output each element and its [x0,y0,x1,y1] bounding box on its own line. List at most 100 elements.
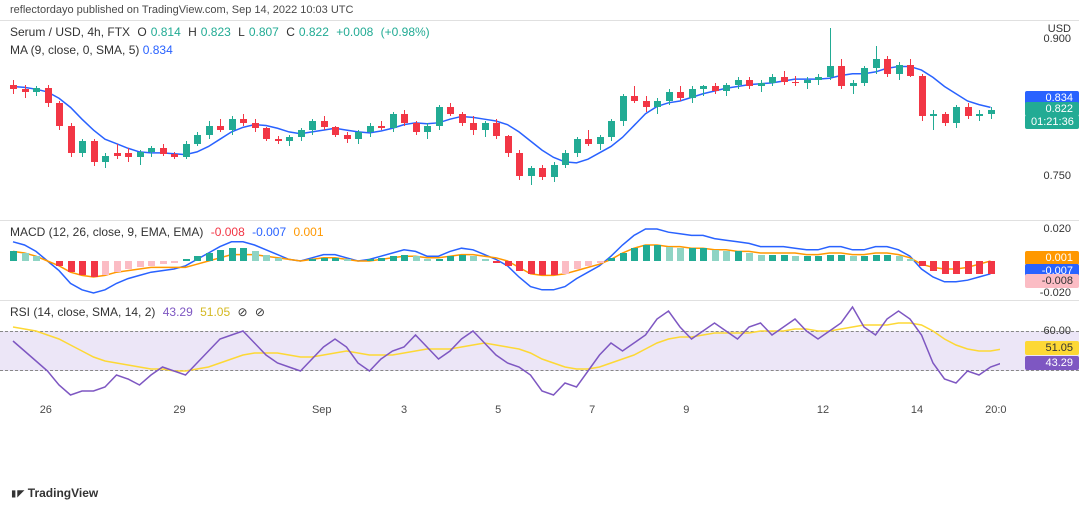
macd-hist-bar [390,256,397,261]
macd-hist-bar [194,256,201,261]
ohlc-close: 0.822 [299,25,329,39]
macd-hist-bar [620,253,627,261]
time-tick: Sep [312,404,332,416]
macd-axis[interactable]: -0.0200.0200.001-0.007-0.008 [1019,221,1079,300]
macd-hist-bar [539,261,546,275]
macd-hist-bar [217,250,224,261]
macd-hist-bar [470,256,477,261]
macd-hist-bar [33,256,40,261]
ma-label: MA (9, close, 0, SMA, 5) 0.834 [10,43,173,57]
macd-hist-bar [447,256,454,261]
macd-hist-bar [585,261,592,266]
macd-hist-bar [838,255,845,261]
logo-icon: ▮◤ [10,486,24,500]
macd-hist-bar [493,261,500,263]
macd-hist-bar [528,261,535,274]
time-axis[interactable]: 2629Sep3579121420:0 [0,400,1079,424]
macd-hist-bar [689,248,696,261]
macd-hist-bar [252,251,259,261]
macd-hist-bar [746,253,753,261]
circle-icon: ⊘ [237,305,247,319]
time-tick: 26 [40,404,52,416]
ohlc-pct: (+0.98%) [381,25,430,39]
macd-hist-bar [804,256,811,261]
macd-hist-bar [930,261,937,271]
macd-hist-bar [861,256,868,261]
macd-hist-bar [309,259,316,261]
macd-hist-bar [574,261,581,269]
axis-tick: -0.020 [1040,287,1071,299]
price-tag: 43.29 [1025,356,1079,370]
macd-hist-bar [114,261,121,272]
publish-header: reflectordayo published on TradingView.c… [0,0,1079,20]
macd-hist-bar [137,261,144,267]
macd-hist-bar [815,256,822,261]
time-tick: 3 [401,404,407,416]
macd-hist-bar [275,258,282,261]
axis-tick: 60.00 [1043,325,1071,337]
tradingview-watermark: ▮◤ TradingView [10,486,98,500]
ohlc-low: 0.807 [249,25,279,39]
rsi-panel[interactable]: RSI (14, close, SMA, 14, 2) 43.29 51.05 … [0,300,1079,400]
ohlc-open: 0.814 [151,25,181,39]
macd-hist-bar [631,248,638,261]
macd-hist-bar [884,255,891,261]
macd-hist-bar [68,261,75,272]
price-axis[interactable]: USD 0.7500.9000.8340.82201:21:36 [1019,21,1079,220]
macd-hist-bar [562,261,569,274]
macd-hist-bar [792,256,799,261]
macd-hist-bar [873,255,880,261]
macd-hist-bar [482,259,489,261]
macd-hist-bar [896,256,903,261]
price-tag: 0.822 [1025,102,1079,116]
macd-hist-bar [79,261,86,275]
macd-hist-bar [723,251,730,261]
rsi-label: RSI (14, close, SMA, 14, 2) 43.29 51.05 … [10,305,269,319]
macd-panel[interactable]: MACD (12, 26, close, 9, EMA, EMA) -0.008… [0,220,1079,300]
macd-hist-bar [10,251,17,261]
time-tick: 9 [683,404,689,416]
rsi-axis[interactable]: 60.00 51.0543.29 [1019,301,1079,400]
macd-hist-bar [781,255,788,261]
macd-hist-bar [505,261,512,266]
time-tick: 12 [817,404,829,416]
macd-hist-bar [942,261,949,274]
macd-hist-bar [401,255,408,261]
circle-icon: ⊘ [255,305,265,319]
symbol-label: Serum / USD, 4h, FTX O0.814 H0.823 L0.80… [10,25,434,39]
macd-hist-bar [551,261,558,275]
ohlc-high: 0.823 [201,25,231,39]
macd-hist-bar [160,261,167,264]
macd-hist-bar [22,253,29,261]
macd-hist-bar [827,255,834,261]
price-tag: 01:21:36 [1025,115,1079,129]
macd-hist-bar [700,248,707,261]
macd-hist-bar [171,261,178,263]
macd-hist-bar [735,251,742,261]
macd-hist-bar [919,261,926,266]
macd-hist-bar [643,245,650,261]
time-tick: 20:0 [985,404,1006,416]
macd-hist-bar [953,261,960,274]
price-panel[interactable]: Serum / USD, 4h, FTX O0.814 H0.823 L0.80… [0,20,1079,220]
macd-hist-bar [597,261,604,263]
price-tag: 51.05 [1025,341,1079,355]
macd-hist-bar [102,261,109,275]
macd-hist-bar [516,261,523,271]
macd-hist-bar [965,261,972,274]
macd-hist-bar [424,259,431,261]
macd-hist-bar [321,258,328,261]
macd-hist-bar [413,256,420,261]
macd-hist-bar [332,258,339,261]
macd-hist-bar [91,261,98,277]
time-tick: 14 [911,404,923,416]
macd-hist-bar [436,259,443,261]
macd-hist-bar [666,247,673,261]
macd-hist-bar [758,255,765,261]
macd-hist-bar [378,258,385,261]
time-tick: 29 [173,404,185,416]
macd-hist-bar [240,248,247,261]
macd-hist-bar [263,255,270,261]
macd-hist-bar [712,250,719,261]
macd-hist-bar [148,261,155,266]
